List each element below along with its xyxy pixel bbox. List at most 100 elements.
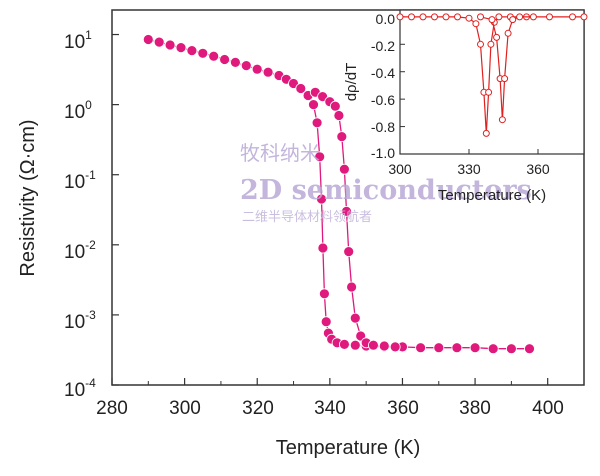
inset-data-point (485, 88, 493, 96)
inset-data-point (487, 40, 495, 48)
inset-data-point (465, 14, 473, 22)
x-tick-label: 280 (96, 398, 128, 419)
inset-axis-ticks (399, 16, 539, 155)
data-point (164, 39, 176, 51)
data-point (229, 57, 241, 68)
x-tick-label: 360 (387, 398, 419, 419)
data-point (320, 316, 332, 328)
inset-data-point (495, 13, 503, 21)
inset-data-point (529, 13, 537, 21)
data-point (251, 63, 263, 75)
inset-plot-frame (399, 9, 585, 155)
inset-y-tick-label: -1.0 (371, 145, 395, 161)
data-point (433, 342, 445, 354)
data-point (153, 36, 165, 48)
inset-y-tick-label: -0.8 (371, 119, 395, 135)
inset-series-line-heating-derivative (480, 16, 534, 120)
data-point (336, 131, 348, 143)
data-point (487, 343, 499, 355)
data-point (338, 338, 350, 350)
inset-data-point (396, 13, 404, 21)
inset-data-point (419, 13, 427, 21)
data-point (186, 45, 198, 56)
x-tick-label: 380 (459, 398, 491, 419)
inset-y-tick-labels: 0.0 -0.2 -0.4 -0.6 -0.8 -1.0 (371, 11, 395, 161)
y-tick-label: 10-3 (64, 308, 96, 333)
data-point (262, 66, 274, 78)
data-point (349, 312, 361, 324)
data-point (175, 42, 187, 53)
data-point (314, 151, 326, 163)
main-y-tick-labels: 101 100 10-1 10-2 10-3 10-4 (64, 28, 96, 401)
x-tick-label: 400 (532, 398, 564, 419)
y-tick-label: 10-1 (64, 168, 96, 193)
data-point (505, 343, 517, 355)
watermark-english-title: 2D semiconductors (240, 175, 532, 206)
data-point (415, 342, 427, 354)
data-point (288, 78, 299, 89)
main-x-tick-labels: 280 300 320 340 360 380 400 (96, 398, 564, 419)
data-point (349, 339, 361, 351)
inset-x-tick-label: 360 (526, 161, 550, 177)
y-tick-label: 10-4 (64, 376, 96, 401)
data-point (338, 163, 350, 175)
data-point (240, 60, 252, 71)
data-point (389, 341, 401, 353)
inset-data-point (504, 29, 512, 37)
data-point (469, 342, 481, 354)
data-point (317, 242, 329, 254)
inset-data-point (482, 129, 490, 137)
data-point (311, 117, 323, 129)
inset-data-point (472, 20, 480, 28)
inset-data-point (546, 13, 553, 21)
main-data-series (142, 34, 535, 355)
data-point (208, 50, 220, 62)
inset-data-point (454, 13, 461, 21)
inset-y-tick-label: -0.6 (371, 92, 395, 108)
inset-data-point (477, 13, 484, 21)
inset-data-point (580, 13, 588, 21)
data-point (341, 205, 352, 217)
inset-data-point (431, 13, 438, 21)
y-tick-label: 101 (64, 28, 92, 53)
inset-y-tick-label: -0.2 (371, 38, 395, 54)
inset-data-series (396, 13, 588, 137)
watermark-subtitle: 二维半导体材料领航者 (242, 209, 372, 225)
y-axis-title: Resistivity (Ω·cm) (17, 119, 39, 276)
inset-data-point (442, 13, 450, 21)
data-point (378, 340, 390, 352)
inset-x-tick-labels: 300 330 360 (388, 161, 550, 177)
inset-y-axis-title: dρ/dT (343, 63, 360, 102)
inset-x-tick-label: 300 (388, 161, 412, 177)
inset-data-point (509, 16, 517, 24)
inset-data-point (408, 13, 415, 21)
data-point (295, 83, 307, 94)
inset-data-point (501, 75, 509, 83)
data-point (343, 246, 355, 258)
inset-data-point (498, 116, 506, 124)
inset-x-axis-title: Temperature (K) (438, 187, 546, 204)
data-point (308, 99, 319, 110)
data-point (197, 47, 209, 59)
inset-data-point (477, 40, 484, 48)
inset-x-tick-label: 330 (457, 161, 481, 177)
watermark: 牧科纳米 2D semiconductors 二维半导体材料领航者 (240, 141, 532, 225)
y-tick-label: 10-2 (64, 238, 96, 263)
data-point (219, 54, 231, 65)
data-point (329, 100, 341, 112)
data-point (524, 343, 535, 355)
watermark-chinese-title: 牧科纳米 (240, 141, 320, 165)
main-axis-ticks (111, 33, 585, 386)
inset-y-tick-label: 0.0 (376, 11, 396, 27)
data-point (451, 342, 463, 354)
x-tick-label: 320 (242, 398, 274, 419)
inset-data-point (516, 13, 524, 21)
data-point (142, 34, 154, 45)
data-point (318, 288, 330, 300)
x-axis-title: Temperature (K) (276, 437, 421, 459)
y-tick-label: 100 (64, 98, 92, 123)
x-tick-label: 340 (314, 398, 346, 419)
inset-data-point (493, 33, 501, 41)
data-point (333, 110, 345, 121)
